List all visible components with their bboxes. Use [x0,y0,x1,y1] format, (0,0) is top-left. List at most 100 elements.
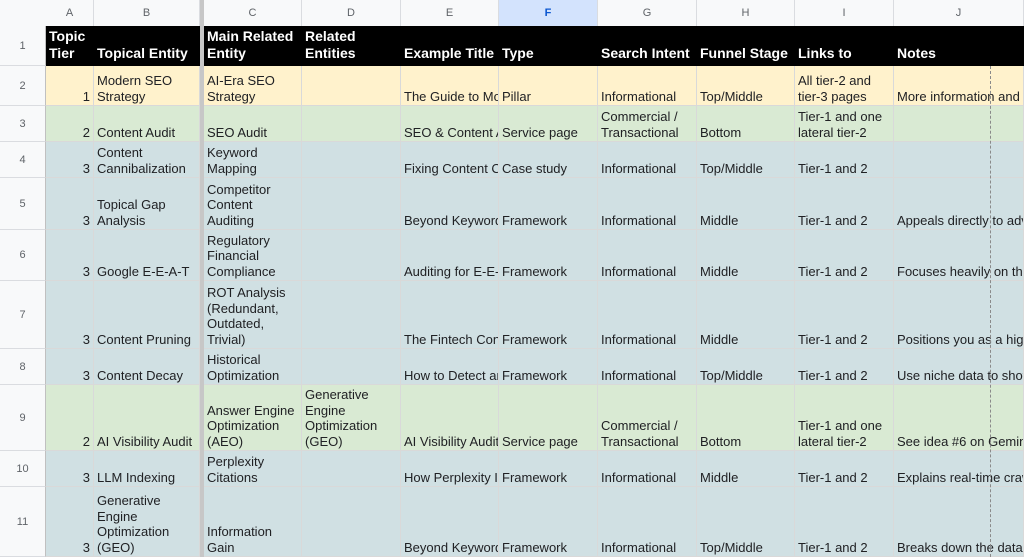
column-header-e[interactable]: E [401,0,499,26]
cell-main[interactable]: Historical Optimization [204,349,302,385]
cell-main[interactable]: Competitor Content Auditing [204,178,302,230]
cell-tier[interactable]: 3 [46,178,94,230]
cell-type[interactable]: Pillar [499,66,598,106]
cell-tier[interactable]: 3 [46,487,94,557]
cell-entity[interactable]: Generative Engine Optimization (GEO) [94,487,200,557]
cell-intent[interactable]: Informational [598,281,697,349]
cell-related[interactable] [302,349,401,385]
cell-entity[interactable]: Topical Gap Analysis [94,178,200,230]
cell-entity[interactable]: AI Visibility Audit [94,385,200,451]
column-header-a[interactable]: A [46,0,94,26]
header-cell-type[interactable]: Type [499,26,598,66]
cell-tier[interactable]: 1 [46,66,94,106]
cell-type[interactable]: Framework [499,178,598,230]
cell-main[interactable]: ROT Analysis (Redundant, Outdated, Trivi… [204,281,302,349]
cell-title[interactable]: The Fintech Content [401,281,499,349]
cell-links[interactable]: Tier-1 and 2 [795,178,894,230]
cell-links[interactable]: Tier-1 and one lateral tier-2 [795,106,894,142]
row-number[interactable]: 4 [0,142,46,178]
header-cell-related[interactable]: Related Entities [302,26,401,66]
cell-related[interactable] [302,178,401,230]
cell-tier[interactable]: 2 [46,106,94,142]
cell-main[interactable]: Answer Engine Optimization (AEO) [204,385,302,451]
cell-main[interactable]: Keyword Mapping [204,142,302,178]
cell-notes[interactable]: Focuses heavily on the [894,230,1024,281]
header-cell-links[interactable]: Links to [795,26,894,66]
cell-funnel[interactable]: Middle [697,451,795,487]
cell-title[interactable]: Fixing Content Cann [401,142,499,178]
cell-tier[interactable]: 3 [46,142,94,178]
row-number[interactable]: 9 [0,385,46,451]
cell-title[interactable]: How to Detect and R [401,349,499,385]
cell-title[interactable]: Auditing for E-E-A-T [401,230,499,281]
cell-entity[interactable]: Modern SEO Strategy [94,66,200,106]
header-cell-tier[interactable]: Topic Tier [46,26,94,66]
cell-related[interactable] [302,230,401,281]
cell-title[interactable]: How Perplexity Inde [401,451,499,487]
cell-related[interactable] [302,281,401,349]
row-number[interactable]: 6 [0,230,46,281]
cell-type[interactable]: Framework [499,349,598,385]
cell-notes[interactable] [894,106,1024,142]
cell-funnel[interactable]: Middle [697,281,795,349]
cell-entity[interactable]: Content Cannibalization [94,142,200,178]
cell-notes[interactable]: Breaks down the data [894,487,1024,557]
cell-main[interactable]: Perplexity Citations [204,451,302,487]
cell-main[interactable]: AI-Era SEO Strategy [204,66,302,106]
cell-title[interactable]: AI Visibility Audit [401,385,499,451]
row-number[interactable]: 8 [0,349,46,385]
frozen-column-divider[interactable] [200,0,204,557]
cell-notes[interactable]: Positions you as a high [894,281,1024,349]
cell-intent[interactable]: Informational [598,142,697,178]
column-header-h[interactable]: H [697,0,795,26]
header-cell-entity[interactable]: Topical Entity [94,26,200,66]
cell-links[interactable]: Tier-1 and 2 [795,281,894,349]
cell-type[interactable]: Framework [499,281,598,349]
header-cell-title[interactable]: Example Title [401,26,499,66]
cell-links[interactable]: Tier-1 and 2 [795,349,894,385]
cell-related[interactable] [302,487,401,557]
column-header-f[interactable]: F [499,0,598,26]
cell-funnel[interactable]: Top/Middle [697,66,795,106]
cell-intent[interactable]: Informational [598,451,697,487]
row-number[interactable]: 7 [0,281,46,349]
row-number[interactable]: 11 [0,487,46,557]
cell-links[interactable]: All tier-2 and tier-3 pages [795,66,894,106]
cell-type[interactable]: Framework [499,230,598,281]
column-header-i[interactable]: I [795,0,894,26]
cell-intent[interactable]: Informational [598,178,697,230]
cell-links[interactable]: Tier-1 and 2 [795,230,894,281]
cell-tier[interactable]: 2 [46,385,94,451]
column-header-j[interactable]: J [894,0,1024,26]
cell-main[interactable]: SEO Audit [204,106,302,142]
cell-main[interactable]: Information Gain [204,487,302,557]
cell-links[interactable]: Tier-1 and 2 [795,451,894,487]
cell-related[interactable] [302,451,401,487]
cell-entity[interactable]: LLM Indexing [94,451,200,487]
header-cell-main[interactable]: Main Related Entity [204,26,302,66]
cell-type[interactable]: Service page [499,385,598,451]
row-number[interactable]: 5 [0,178,46,230]
cell-related[interactable]: Generative Engine Optimization (GEO) [302,385,401,451]
cell-notes[interactable]: Use niche data to show [894,349,1024,385]
cell-title[interactable]: Beyond Keywords: Th [401,487,499,557]
cell-funnel[interactable]: Middle [697,178,795,230]
column-header-g[interactable]: G [598,0,697,26]
cell-tier[interactable]: 3 [46,230,94,281]
cell-notes[interactable]: Explains real-time craw [894,451,1024,487]
cell-notes[interactable]: More information and n [894,66,1024,106]
header-cell-funnel[interactable]: Funnel Stage [697,26,795,66]
row-number[interactable]: 1 [0,26,46,66]
cell-links[interactable]: Tier-1 and 2 [795,487,894,557]
cell-main[interactable]: Regulatory Financial Compliance [204,230,302,281]
cell-intent[interactable]: Informational [598,66,697,106]
cell-type[interactable]: Service page [499,106,598,142]
cell-funnel[interactable]: Bottom [697,106,795,142]
cell-funnel[interactable]: Top/Middle [697,349,795,385]
cell-funnel[interactable]: Middle [697,230,795,281]
cell-entity[interactable]: Content Decay [94,349,200,385]
cell-related[interactable] [302,66,401,106]
cell-type[interactable]: Framework [499,451,598,487]
row-number[interactable]: 3 [0,106,46,142]
cell-intent[interactable]: Informational [598,487,697,557]
